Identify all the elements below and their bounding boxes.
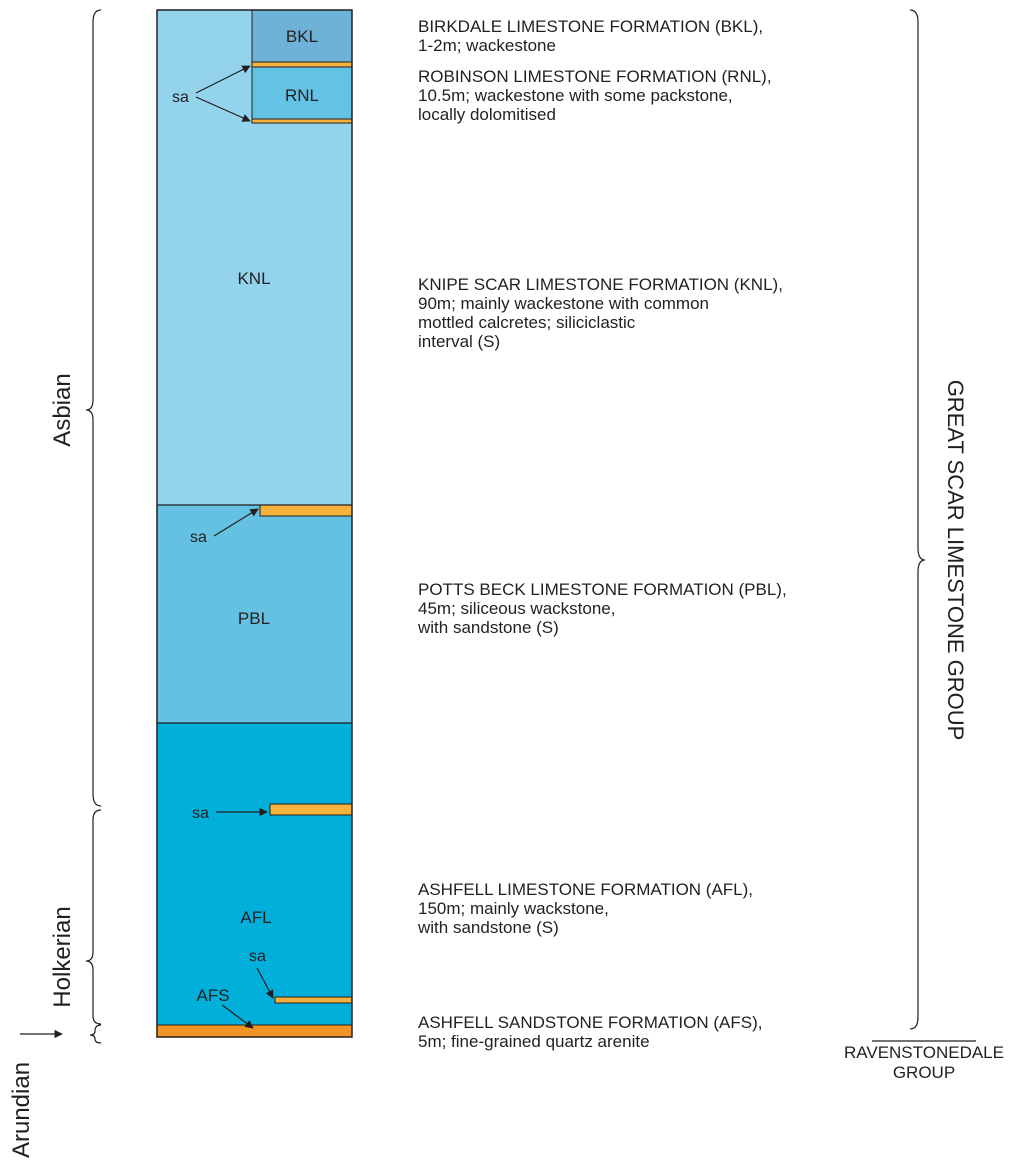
bkl-label: BKL <box>286 27 318 46</box>
description-line: with sandstone (S) <box>418 918 559 937</box>
sandstone-bed-afl-upper <box>269 803 353 816</box>
description-line: locally dolomitised <box>418 105 556 124</box>
sandstone-bed-pbl <box>259 504 353 517</box>
description-line: with sandstone (S) <box>418 618 559 637</box>
sa-label-afl-upper: sa <box>192 805 209 822</box>
description-line: 5m; fine-grained quartz arenite <box>418 1032 650 1051</box>
sa-arrow-top-upper <box>195 65 251 94</box>
afl-unit <box>157 723 352 1037</box>
pbl-unit <box>157 505 352 723</box>
description-line: 90m; mainly wackestone with common <box>418 294 710 313</box>
description-line: 45m; siliceous wackstone, <box>418 599 616 618</box>
stage-label-asbian: Asbian <box>49 373 76 446</box>
pbl-label: PBL <box>238 609 270 628</box>
description-line: mottled calcretes; siliciclastic <box>418 313 636 332</box>
stage-label-arundian: Arundian <box>8 1062 35 1158</box>
rnl-label: RNL <box>285 86 319 105</box>
description-rnl: ROBINSON LIMESTONE FORMATION (RNL), 10.5… <box>418 67 772 124</box>
sa-label-pbl: sa <box>190 529 207 546</box>
afs-arrow <box>221 1004 254 1029</box>
description-line: ASHFELL SANDSTONE FORMATION (AFS), <box>418 1013 763 1032</box>
afl-label: AFL <box>240 908 271 927</box>
group-label-great-scar: GREAT SCAR LIMESTONE GROUP <box>943 380 968 741</box>
afs-label: AFS <box>196 986 229 1005</box>
sa-arrow-top-lower <box>195 96 251 122</box>
asbian-brace <box>85 9 102 807</box>
description-afl: ASHFELL LIMESTONE FORMATION (AFL), 150m;… <box>418 880 753 937</box>
description-line: KNIPE SCAR LIMESTONE FORMATION (KNL), <box>418 275 783 294</box>
great-scar-group-brace <box>909 9 926 1030</box>
description-line: ROBINSON LIMESTONE FORMATION (RNL), <box>418 67 772 86</box>
holkerian-brace <box>85 809 102 1025</box>
sa-label-afl-lower: sa <box>249 948 266 965</box>
bkl-unit <box>252 10 352 62</box>
description-line: ASHFELL LIMESTONE FORMATION (AFL), <box>418 880 754 899</box>
sa-label-top: sa <box>172 89 189 106</box>
group-label-line: RAVENSTONEDALE <box>844 1043 1004 1062</box>
sandstone-bed-upper-1 <box>251 61 353 68</box>
description-knl: KNIPE SCAR LIMESTONE FORMATION (KNL), 90… <box>418 275 783 351</box>
sa-arrow-pbl <box>213 508 259 537</box>
description-afs: ASHFELL SANDSTONE FORMATION (AFS), 5m; f… <box>418 1013 762 1051</box>
description-line: 150m; mainly wackstone, <box>418 899 609 918</box>
description-line: POTTS BECK LIMESTONE FORMATION (PBL), <box>418 580 787 599</box>
description-line: 10.5m; wackestone with some packstone, <box>418 86 733 105</box>
sandstone-bed-afl-lower <box>274 996 353 1004</box>
column-outline <box>156 9 353 1038</box>
group-label-ravenstonedale: RAVENSTONEDALE GROUP <box>833 1043 1015 1083</box>
afs-unit <box>156 1024 353 1038</box>
description-pbl: POTTS BECK LIMESTONE FORMATION (PBL), 45… <box>418 580 787 637</box>
rnl-unit <box>252 67 352 119</box>
sandstone-bed-upper-2 <box>251 118 353 124</box>
sa-arrow-afl-lower <box>256 967 274 999</box>
group-label-line: GROUP <box>892 1063 956 1082</box>
arundian-brace <box>89 1024 102 1044</box>
knl-label: KNL <box>237 269 270 288</box>
description-line: BIRKDALE LIMESTONE FORMATION (BKL), <box>418 17 764 36</box>
stage-label-holkerian: Holkerian <box>49 906 76 1007</box>
description-line: 1-2m; wackestone <box>418 36 556 55</box>
description-line: interval (S) <box>418 332 501 351</box>
description-bkl: BIRKDALE LIMESTONE FORMATION (BKL), 1-2m… <box>418 17 763 55</box>
